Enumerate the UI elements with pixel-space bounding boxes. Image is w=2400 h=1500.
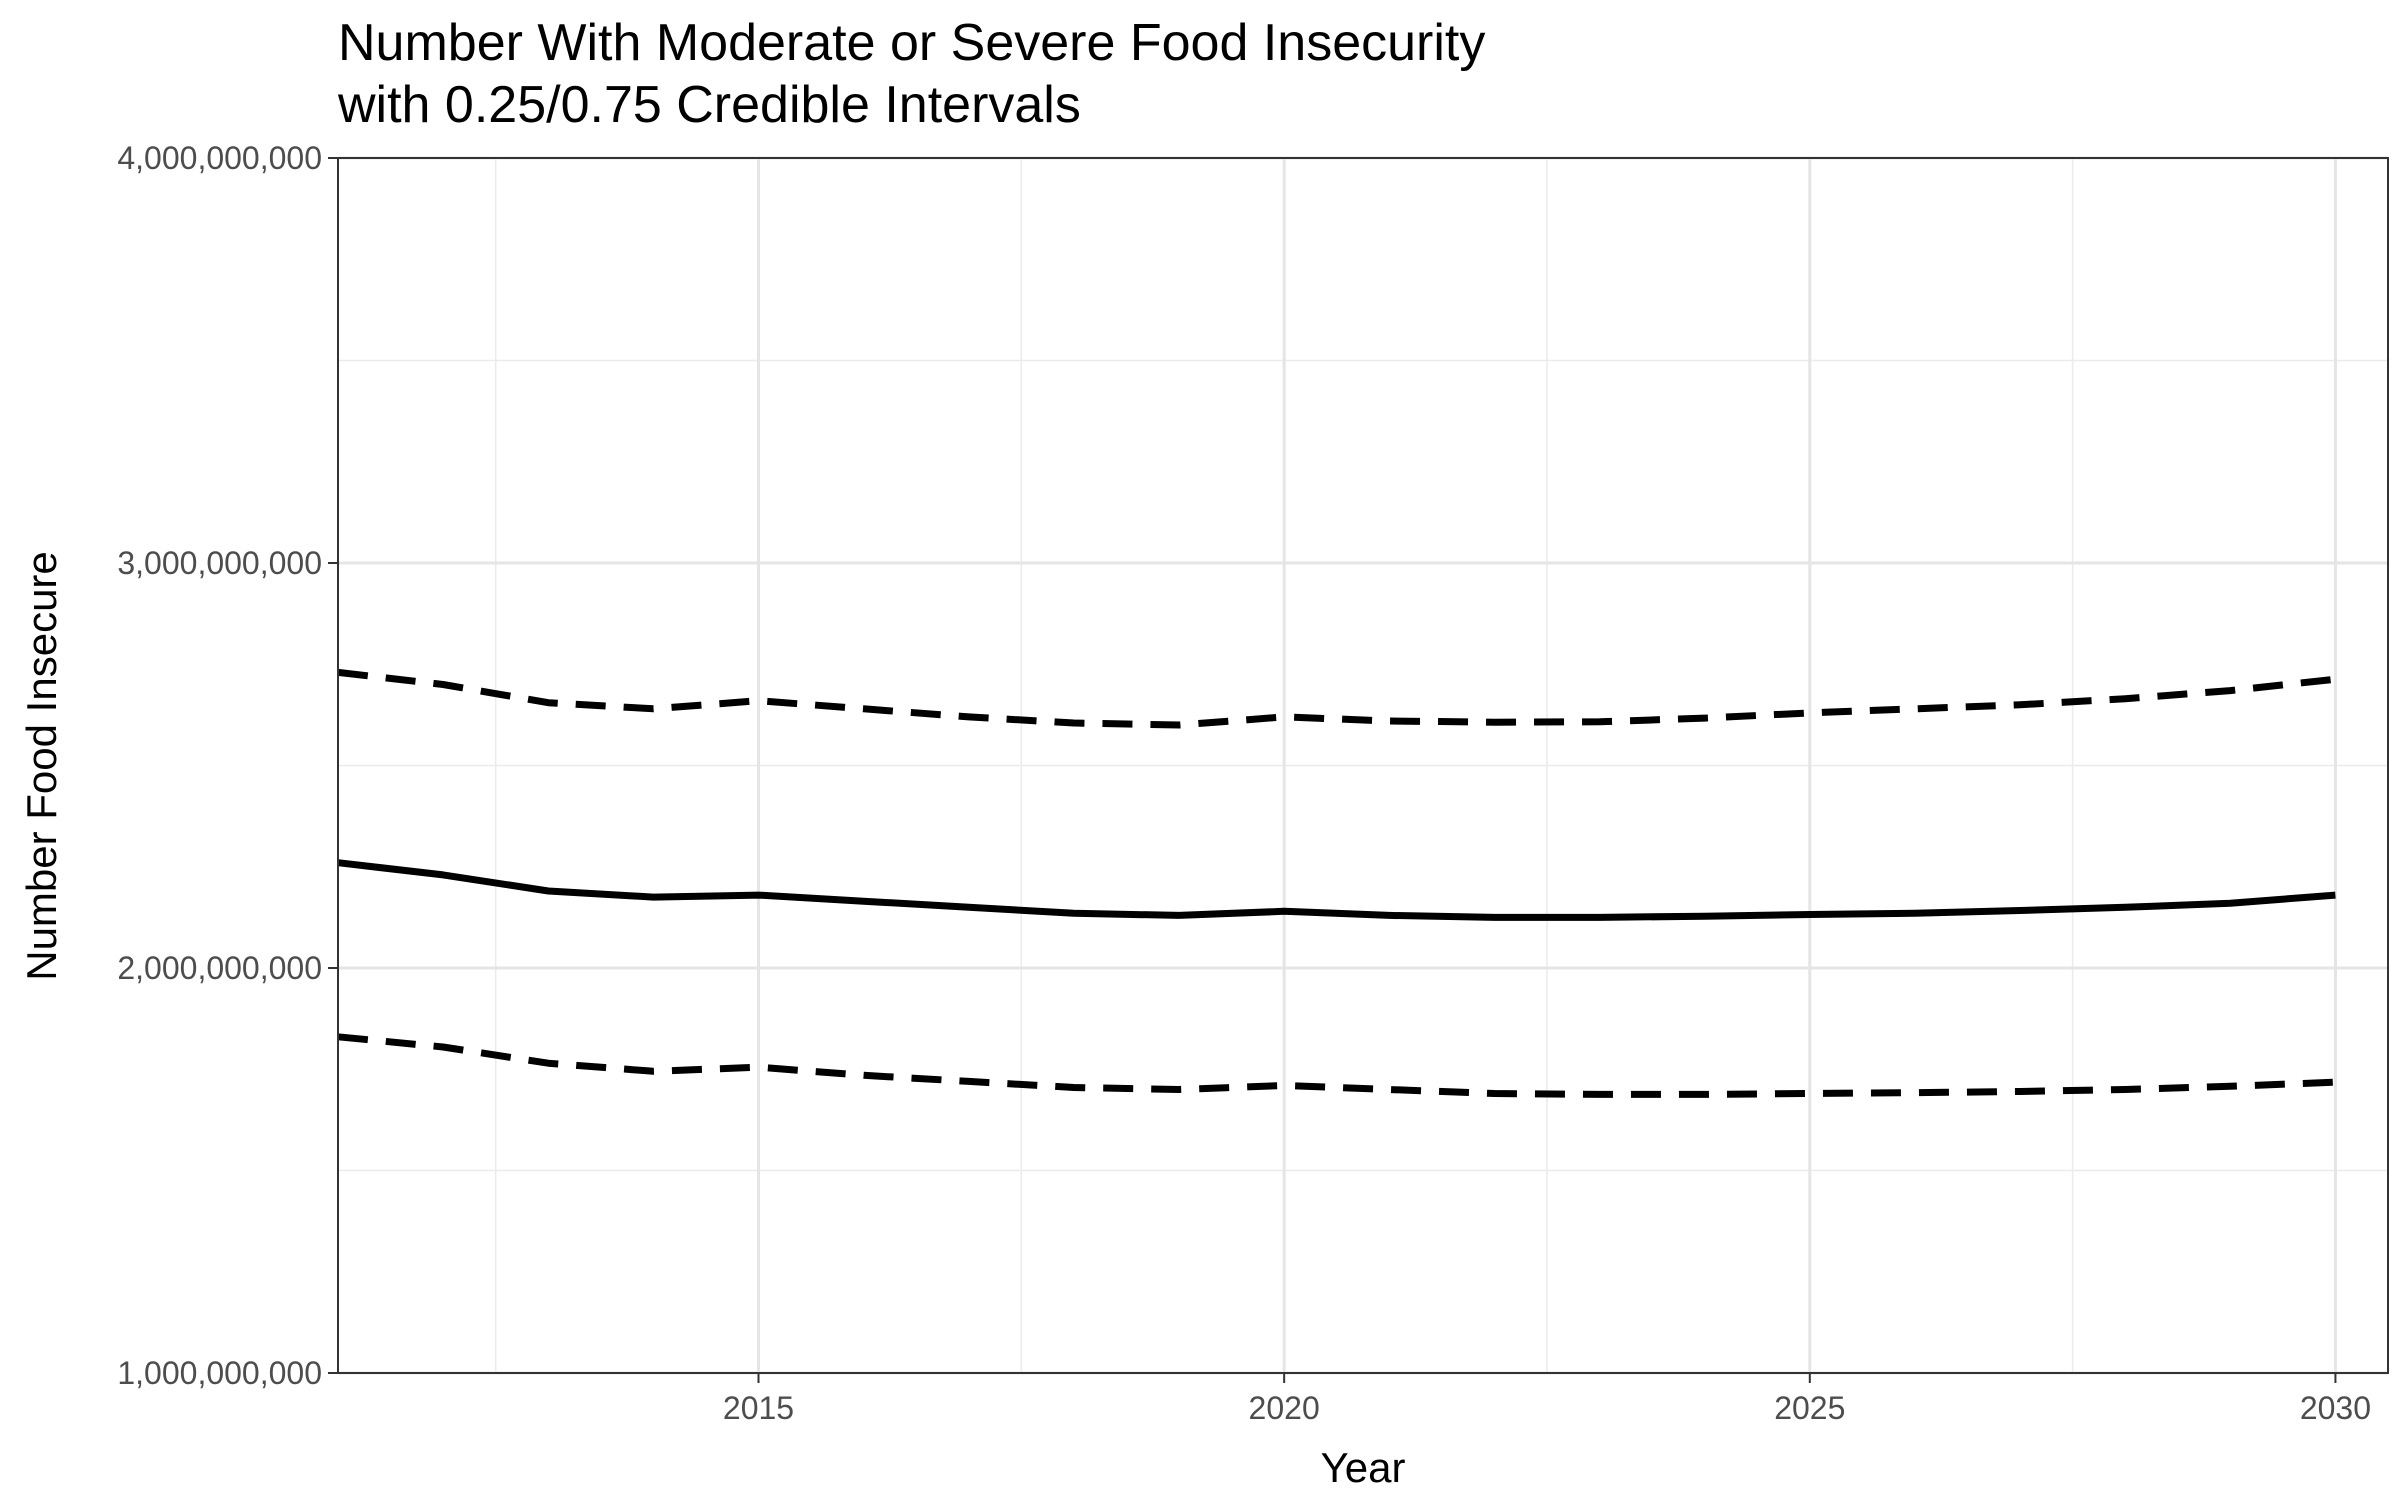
y-axis-ticks: 1,000,000,000 2,000,000,000 3,000,000,000 4… xyxy=(117,140,338,1391)
median-line xyxy=(337,859,2336,921)
x-axis-ticks: 2015 2020 2025 2030 xyxy=(723,1373,2371,1426)
upper-interval-line xyxy=(337,668,2336,729)
x-tick-label: 2020 xyxy=(1249,1390,1320,1426)
y-tick-label: 1,000,000,000 xyxy=(117,1355,322,1391)
x-tick-label: 2025 xyxy=(1774,1390,1845,1426)
y-tick-label: 3,000,000,000 xyxy=(117,545,322,581)
x-tick-label: 2030 xyxy=(2300,1390,2371,1426)
y-axis-title: Number Food Insecure xyxy=(18,551,65,981)
plot-panel-border xyxy=(337,157,2389,1374)
series-layer xyxy=(337,668,2336,1098)
x-tick-label: 2015 xyxy=(723,1390,794,1426)
chart-title: Number With Moderate or Severe Food Inse… xyxy=(338,14,1485,72)
chart-subtitle: with 0.25/0.75 Credible Intervals xyxy=(337,76,1081,134)
y-tick-label: 2,000,000,000 xyxy=(117,950,322,986)
x-axis-title: Year xyxy=(1321,1444,1406,1491)
grid-minor xyxy=(338,158,2388,1373)
y-tick-label: 4,000,000,000 xyxy=(117,140,322,176)
lower-interval-line xyxy=(337,1033,2336,1098)
